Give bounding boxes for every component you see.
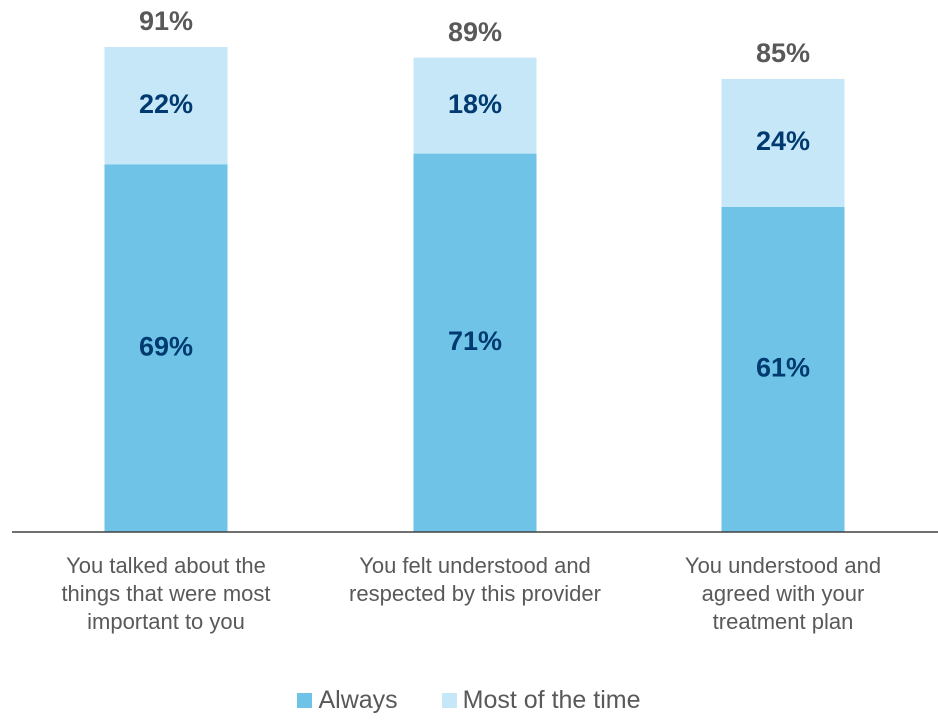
bar-1-series-1	[413, 57, 537, 154]
data-label-1-series-1: 18%	[448, 89, 502, 119]
bar-1-series-0	[413, 153, 537, 533]
bar-0-series-1	[104, 47, 228, 165]
data-label-0-series-1: 22%	[139, 89, 193, 119]
total-label-2: 85%	[756, 38, 810, 68]
bar-2-series-1	[721, 78, 845, 207]
total-label-1: 89%	[448, 17, 502, 47]
category-label-2: You understood and agreed with your trea…	[684, 553, 882, 634]
bar-0-series-0	[104, 164, 228, 532]
data-label-2-series-0: 61%	[756, 353, 810, 383]
data-label-2-series-1: 24%	[756, 126, 810, 156]
legend-label-most-of-the-time: Most of the time	[462, 686, 641, 714]
bar-2-series-0	[721, 206, 845, 532]
legend-swatch-most-of-the-time	[441, 693, 457, 708]
total-label-0: 91%	[139, 6, 193, 36]
legend-item-always: Always	[297, 686, 398, 715]
legend: Always Most of the time	[0, 686, 938, 715]
category-label-0: You talked about the things that were mo…	[61, 553, 271, 634]
data-label-1-series-0: 71%	[448, 326, 502, 356]
legend-item-most-of-the-time: Most of the time	[441, 686, 641, 715]
legend-label-always: Always	[318, 686, 398, 714]
category-label-1: You felt understood and respected by thi…	[349, 553, 601, 606]
data-label-0-series-0: 69%	[139, 331, 193, 361]
legend-swatch-always	[297, 693, 313, 708]
